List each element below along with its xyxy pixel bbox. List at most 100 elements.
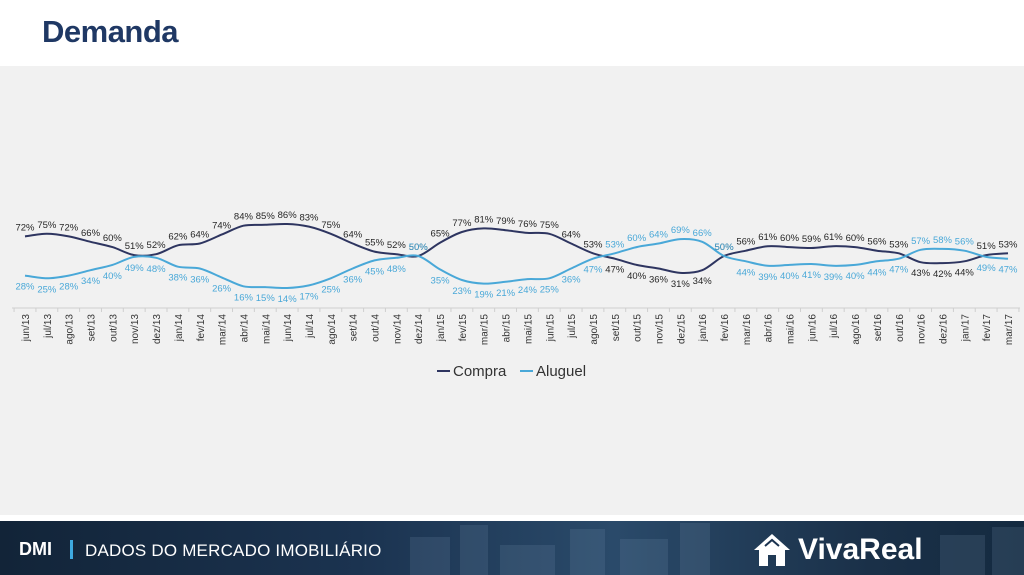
data-label-aluguel: 26% bbox=[212, 283, 232, 294]
chart-background bbox=[0, 66, 1024, 515]
x-tick-label: jan/17 bbox=[960, 314, 971, 343]
data-label-aluguel: 25% bbox=[37, 284, 57, 295]
demand-line-chart: jun/13 jul/13 ago/13 set/13 out/13 nov/13 dez/… bbox=[12, 210, 1020, 380]
data-label-aluguel: 44% bbox=[867, 267, 887, 278]
data-label-aluguel: 50% bbox=[715, 242, 735, 253]
data-label-compra: 51% bbox=[125, 241, 145, 252]
x-tick-label: ago/13 bbox=[65, 314, 76, 345]
data-label-aluguel: 48% bbox=[147, 264, 167, 275]
data-label-aluguel: 41% bbox=[802, 270, 822, 281]
data-label-compra: 42% bbox=[933, 269, 953, 280]
data-label-compra: 75% bbox=[37, 220, 57, 231]
data-label-compra: 40% bbox=[627, 271, 647, 282]
x-tick-label: jun/15 bbox=[545, 314, 556, 343]
series-line-compra bbox=[24, 222, 1009, 274]
data-label-compra: 60% bbox=[103, 233, 123, 244]
data-label-aluguel: 21% bbox=[496, 288, 516, 299]
data-label-aluguel: 47% bbox=[889, 265, 909, 276]
x-tick-label: jul/15 bbox=[567, 314, 578, 339]
x-tick-label: jun/14 bbox=[283, 314, 294, 343]
data-label-aluguel: 49% bbox=[977, 263, 997, 274]
data-label-aluguel: 48% bbox=[387, 264, 407, 275]
data-label-compra: 56% bbox=[736, 237, 756, 248]
data-label-compra: 36% bbox=[649, 274, 669, 285]
data-label-compra: 44% bbox=[955, 267, 975, 278]
data-label-compra: 53% bbox=[583, 239, 603, 250]
series-line-aluguel bbox=[24, 238, 1009, 290]
x-tick-label: fev/16 bbox=[720, 314, 731, 342]
data-label-aluguel: 36% bbox=[190, 274, 210, 285]
x-tick-label: mar/15 bbox=[480, 314, 491, 346]
data-label-compra: 34% bbox=[693, 276, 713, 287]
data-label-aluguel: 69% bbox=[671, 225, 691, 236]
data-label-compra: 72% bbox=[59, 222, 79, 233]
x-tick-label: out/13 bbox=[108, 314, 119, 342]
x-tick-label: out/15 bbox=[633, 314, 644, 342]
x-tick-label: ago/16 bbox=[851, 314, 862, 345]
data-label-compra: 31% bbox=[671, 279, 691, 290]
data-label-aluguel: 58% bbox=[933, 235, 953, 246]
data-label-compra: 43% bbox=[911, 268, 931, 279]
x-tick-label: abr/16 bbox=[764, 314, 775, 343]
data-label-compra: 77% bbox=[452, 218, 472, 229]
legend-label-aluguel: Aluguel bbox=[536, 363, 586, 380]
data-label-aluguel: 23% bbox=[452, 286, 472, 297]
data-label-aluguel: 24% bbox=[518, 285, 538, 296]
x-tick-label: abr/14 bbox=[239, 314, 250, 343]
data-label-aluguel: 25% bbox=[321, 284, 341, 295]
data-label-compra: 76% bbox=[518, 219, 538, 230]
data-label-aluguel: 19% bbox=[474, 290, 494, 301]
x-tick-label: ago/14 bbox=[327, 314, 338, 345]
footer-banner: DMI DADOS DO MERCADO IMOBILIÁRIO VivaRea… bbox=[0, 521, 1024, 575]
data-label-compra: 75% bbox=[540, 220, 560, 231]
data-label-aluguel: 39% bbox=[758, 272, 778, 283]
data-label-aluguel: 38% bbox=[168, 273, 188, 284]
x-tick-label: mar/14 bbox=[218, 314, 229, 346]
data-label-aluguel: 36% bbox=[562, 274, 582, 285]
data-label-aluguel: 56% bbox=[955, 237, 975, 248]
data-label-aluguel: 47% bbox=[583, 265, 603, 276]
data-label-compra: 52% bbox=[387, 240, 407, 251]
data-label-compra: 53% bbox=[998, 239, 1018, 250]
x-tick-label: mar/17 bbox=[1004, 314, 1015, 346]
brand-name: VivaReal bbox=[798, 533, 923, 566]
x-tick-label: jul/13 bbox=[43, 314, 54, 339]
x-tick-label: jul/16 bbox=[829, 314, 840, 339]
data-label-compra: 61% bbox=[824, 232, 844, 243]
x-tick-label: set/14 bbox=[349, 314, 360, 342]
data-label-aluguel: 50% bbox=[409, 242, 429, 253]
data-label-aluguel: 15% bbox=[256, 293, 276, 304]
data-label-aluguel: 14% bbox=[278, 294, 298, 305]
data-label-aluguel: 17% bbox=[299, 291, 319, 302]
data-label-aluguel: 16% bbox=[234, 292, 254, 303]
data-label-aluguel: 47% bbox=[998, 265, 1018, 276]
data-label-aluguel: 45% bbox=[365, 266, 385, 277]
house-icon bbox=[754, 534, 790, 566]
x-tick-label: jun/13 bbox=[21, 314, 32, 343]
data-label-compra: 60% bbox=[846, 233, 866, 244]
x-tick-label: mai/15 bbox=[523, 314, 534, 344]
data-label-aluguel: 40% bbox=[103, 271, 123, 282]
vivareal-logo: VivaReal bbox=[752, 530, 923, 570]
x-tick-label: fev/14 bbox=[196, 314, 207, 342]
x-tick-label: jan/15 bbox=[436, 314, 447, 343]
data-label-compra: 65% bbox=[431, 229, 451, 240]
data-label-aluguel: 60% bbox=[627, 233, 647, 244]
data-label-aluguel: 66% bbox=[693, 228, 713, 239]
data-label-compra: 74% bbox=[212, 221, 232, 232]
x-tick-label: jan/14 bbox=[174, 314, 185, 343]
data-label-compra: 53% bbox=[889, 239, 909, 250]
data-label-compra: 64% bbox=[562, 230, 582, 241]
data-label-aluguel: 40% bbox=[846, 271, 866, 282]
data-label-aluguel: 28% bbox=[59, 282, 79, 293]
x-tick-label: dez/15 bbox=[676, 314, 687, 344]
data-label-aluguel: 39% bbox=[824, 272, 844, 283]
x-tick-label: nov/15 bbox=[654, 314, 665, 344]
data-label-aluguel: 28% bbox=[15, 282, 35, 293]
x-tick-label: set/15 bbox=[611, 314, 622, 342]
data-label-compra: 86% bbox=[278, 210, 298, 221]
footer-subtitle: DADOS DO MERCADO IMOBILIÁRIO bbox=[85, 541, 382, 560]
data-label-aluguel: 25% bbox=[540, 284, 560, 295]
x-tick-label: nov/13 bbox=[130, 314, 141, 344]
data-label-compra: 60% bbox=[780, 233, 800, 244]
